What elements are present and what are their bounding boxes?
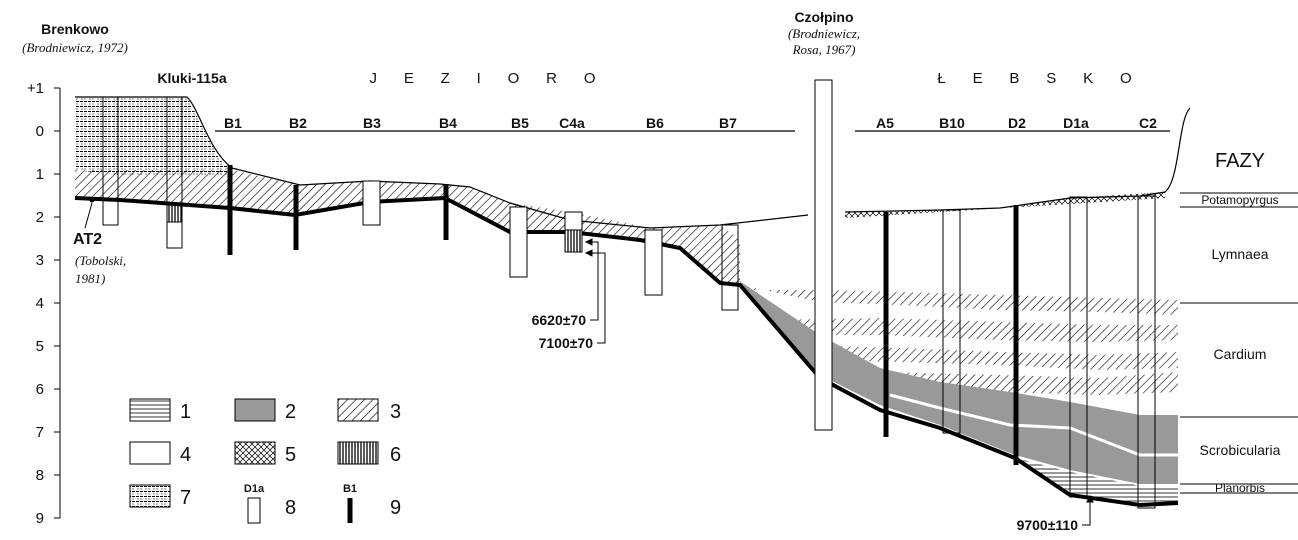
legend-number: 7 xyxy=(180,487,191,509)
legend-number: 2 xyxy=(285,401,296,423)
at2-source: (Tobolski, xyxy=(75,253,126,268)
borehole-label: B5 xyxy=(511,115,529,131)
legend-swatch xyxy=(235,442,275,464)
borehole-label: C4a xyxy=(559,115,585,131)
depth-label: 3 xyxy=(36,252,44,269)
borehole-label: A5 xyxy=(876,115,894,131)
legend-swatch xyxy=(248,498,260,523)
borehole-label: C2 xyxy=(1139,115,1157,131)
phase-label: Planorbis xyxy=(1215,481,1265,495)
site-name: Brenkowo xyxy=(41,21,109,37)
crosshatch-layer xyxy=(845,192,1165,218)
depth-label: 2 xyxy=(36,209,44,226)
cross-section: +1 0 1 2 3 4 5 6 7 8 9 FAZY Potamopyrgus Lymnaea C… xyxy=(0,0,1298,535)
hatched-sand xyxy=(740,285,1178,315)
legend-number: 8 xyxy=(285,497,296,519)
borehole-label: D1a xyxy=(1063,115,1089,131)
depth-label: 4 xyxy=(36,295,44,312)
depth-label: 0 xyxy=(36,123,44,140)
phases-title: FAZY xyxy=(1215,150,1265,172)
legend-number: 9 xyxy=(390,497,401,519)
borehole-label: D2 xyxy=(1008,115,1026,131)
borehole-labels: B1 B2 B3 B4 B5 C4a B6 B7 A5 B10 D2 D1a C2 xyxy=(224,115,1157,131)
legend-sample: D1a xyxy=(244,483,265,495)
legend-sample: B1 xyxy=(343,483,357,495)
legend-number: 4 xyxy=(180,444,191,466)
legend xyxy=(130,399,378,523)
core-column xyxy=(815,80,832,430)
legend-swatch xyxy=(338,399,378,421)
lake-name: Ł E B S K O xyxy=(937,70,1132,87)
core-gyttja xyxy=(167,205,182,222)
site-name: Czołpino xyxy=(794,9,853,25)
at2-source: 1981) xyxy=(75,271,105,286)
at2-label: AT2 xyxy=(73,231,102,248)
borehole-label: B1 xyxy=(224,115,242,131)
at2-point xyxy=(90,198,95,203)
site-source: Rosa, 1967) xyxy=(792,42,856,57)
date-label: 9700±110 xyxy=(1017,517,1079,533)
depth-label: 9 xyxy=(36,510,44,527)
legend-number: 5 xyxy=(285,444,296,466)
borehole-label: B2 xyxy=(289,115,307,131)
core xyxy=(645,230,662,295)
borehole-label: B10 xyxy=(939,115,965,131)
site-source: (Brodniewicz, 1972) xyxy=(22,40,128,55)
legend-number: 3 xyxy=(390,401,401,423)
phase-label: Lymnaea xyxy=(1211,246,1268,262)
depth-label: 6 xyxy=(36,381,44,398)
site-name: Kluki-115a xyxy=(157,70,226,86)
legend-swatch xyxy=(338,442,378,464)
borehole-label: B6 xyxy=(646,115,664,131)
borehole-label: B4 xyxy=(439,115,457,131)
legend-swatch xyxy=(235,399,275,421)
depth-label: +1 xyxy=(27,80,44,97)
date-label: 6620±70 xyxy=(532,312,587,328)
depth-label: 1 xyxy=(36,166,44,183)
phase-label: Scrobicularia xyxy=(1200,442,1281,458)
lake-name: J E Z I O R O xyxy=(369,70,596,87)
depth-axis-labels: +1 0 1 2 3 4 5 6 7 8 9 xyxy=(27,80,60,527)
core xyxy=(363,181,380,225)
site-source: (Brodniewicz, xyxy=(788,26,860,41)
date-label: 7100±70 xyxy=(539,335,594,351)
legend-swatch xyxy=(130,399,170,421)
legend-number: 6 xyxy=(390,444,401,466)
depth-label: 8 xyxy=(36,467,44,484)
core-gyttja xyxy=(565,230,582,252)
legend-swatch xyxy=(130,442,170,464)
borehole-label: B7 xyxy=(719,115,737,131)
legend-number: 1 xyxy=(180,401,191,423)
depth-label: 7 xyxy=(36,424,44,441)
core xyxy=(510,207,527,277)
at2-leader xyxy=(85,203,92,228)
borehole-label: B3 xyxy=(363,115,381,131)
legend-swatch xyxy=(130,485,170,507)
phase-label: Cardium xyxy=(1214,346,1267,362)
depth-label: 5 xyxy=(36,338,44,355)
phase-label: Potamopyrgus xyxy=(1201,193,1278,207)
